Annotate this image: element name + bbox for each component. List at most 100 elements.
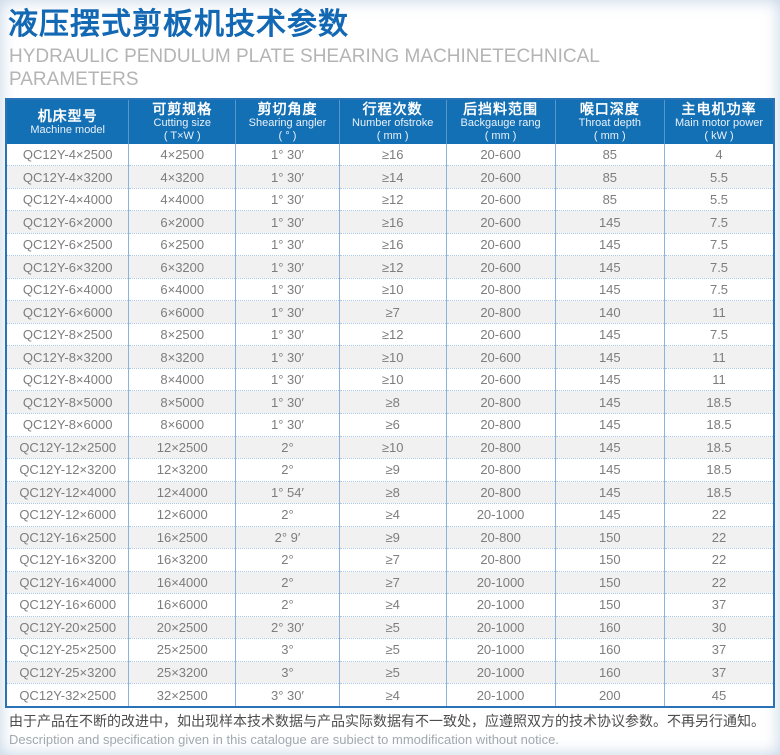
col-header-shearing-angle: 剪切角度 Shearing angler ( ° ) (235, 99, 340, 144)
table-row: QC12Y-20×2500 20×2500 2° 30′ ≥5 20-1000 160 30 (6, 616, 774, 640)
col-header-en: Shearing angler (248, 117, 327, 129)
col-header-en: Backgauge rang (460, 117, 541, 129)
table-row: QC12Y-25×3200 25×3200 3° ≥5 20-1000 160 37 (6, 661, 774, 685)
table-cell: ≥10 (339, 436, 447, 460)
table-cell: 8×4000 (128, 368, 237, 392)
table-cell: ≥7 (339, 548, 447, 572)
table-cell: 11 (664, 368, 774, 392)
table-cell: 3° (235, 661, 340, 685)
table-cell: 4×2500 (128, 144, 237, 167)
table-cell: 200 (555, 683, 666, 707)
table-cell: 8×5000 (128, 390, 237, 414)
table-cell: ≥4 (339, 683, 447, 707)
col-header-en: Cutting size (153, 117, 211, 129)
table-cell: 150 (555, 571, 666, 595)
table-cell: 4 (664, 144, 774, 167)
footer-note-cn: 由于产品在不断的改进中，如出现样本技术数据与产品实际数据有不一致处，应遵照双方的… (9, 713, 765, 729)
table-cell: 140 (555, 300, 666, 324)
table-cell: ≥8 (339, 390, 447, 414)
table-cell: 20-600 (446, 255, 556, 279)
table-row: QC12Y-4×2500 4×2500 1° 30′ ≥16 20-600 85 4 (6, 144, 774, 167)
table-cell: QC12Y-8×6000 (6, 413, 130, 437)
table-cell: 37 (664, 593, 774, 617)
col-header-unit: ( kW ) (704, 130, 734, 142)
table-cell: 12×6000 (128, 503, 237, 527)
col-header-cn: 机床型号 (37, 107, 98, 124)
table-cell: 6×6000 (128, 300, 237, 324)
table-cell: 20×2500 (128, 616, 237, 640)
table-cell: ≥4 (339, 503, 447, 527)
table-cell: 7.5 (664, 210, 774, 234)
col-header-cn: 喉口深度 (579, 101, 640, 117)
table-cell: 22 (664, 571, 774, 595)
table-cell: ≥12 (339, 323, 447, 347)
col-header-backgauge-range: 后挡料范围 Backgauge rang ( mm ) (446, 99, 556, 144)
table-cell: 150 (555, 593, 666, 617)
table-cell: 145 (555, 210, 666, 234)
table-row: QC12Y-8×3200 8×3200 1° 30′ ≥10 20-600 145 11 (6, 345, 774, 369)
table-cell: 7.5 (664, 278, 774, 302)
table-cell: ≥8 (339, 481, 447, 505)
table-cell: 145 (555, 278, 666, 302)
table-row: QC12Y-12×6000 12×6000 2° ≥4 20-1000 145 22 (6, 503, 774, 527)
table-cell: 1° 30′ (235, 210, 340, 234)
col-header-unit: ( T×W ) (163, 130, 201, 142)
table-cell: 7.5 (664, 233, 774, 257)
table-cell: 145 (555, 345, 666, 369)
footer-note: 由于产品在不断的改进中，如出现样本技术数据与产品实际数据有不一致处，应遵照双方的… (5, 708, 775, 748)
table-cell: 20-600 (446, 210, 556, 234)
table-cell: 145 (555, 323, 666, 347)
table-cell: ≥5 (339, 661, 447, 685)
table-cell: 20-800 (446, 458, 556, 482)
table-cell: 16×4000 (128, 571, 237, 595)
table-cell: 145 (555, 458, 666, 482)
table-cell: ≥5 (339, 616, 447, 640)
table-row: QC12Y-8×5000 8×5000 1° 30′ ≥8 20-800 145 18.5 (6, 390, 774, 414)
table-cell: 145 (555, 436, 666, 460)
table-row: QC12Y-8×2500 8×2500 1° 30′ ≥12 20-600 145 7.5 (6, 323, 774, 347)
table-row: QC12Y-12×3200 12×3200 2° ≥9 20-800 145 18.5 (6, 458, 774, 482)
table-cell: 32×2500 (128, 683, 237, 707)
table-cell: ≥14 (339, 165, 447, 189)
table-cell: 1° 30′ (235, 413, 340, 437)
table-row: QC12Y-6×2000 6×2000 1° 30′ ≥16 20-600 145 7.5 (6, 210, 774, 234)
table-cell: ≥12 (339, 188, 447, 212)
table-cell: 16×2500 (128, 526, 237, 550)
table-cell: 20-800 (446, 548, 556, 572)
table-cell: 25×2500 (128, 638, 237, 662)
table-cell: QC12Y-16×2500 (6, 526, 130, 550)
table-row: QC12Y-8×6000 8×6000 1° 30′ ≥6 20-800 145 18.5 (6, 413, 774, 437)
table-cell: 8×6000 (128, 413, 237, 437)
table-cell: 11 (664, 300, 774, 324)
table-cell: 30 (664, 616, 774, 640)
table-cell: ≥6 (339, 413, 447, 437)
table-row: QC12Y-6×4000 6×4000 1° 30′ ≥10 20-800 145 7.5 (6, 278, 774, 302)
table-cell: QC12Y-16×3200 (6, 548, 130, 572)
table-cell: 2° (235, 593, 340, 617)
table-cell: 20-1000 (446, 661, 556, 685)
table-cell: QC12Y-32×2500 (6, 683, 130, 707)
table-cell: 2° (235, 571, 340, 595)
table-cell: 8×3200 (128, 345, 237, 369)
table-cell: 5.5 (664, 165, 774, 189)
table-cell: ≥16 (339, 144, 447, 167)
table-cell: ≥9 (339, 526, 447, 550)
col-header-cn: 行程次数 (362, 101, 423, 117)
table-cell: 145 (555, 255, 666, 279)
table-cell: 37 (664, 638, 774, 662)
table-row: QC12Y-32×2500 32×2500 3° 30′ ≥4 20-1000 200 45 (6, 683, 774, 707)
table-row: QC12Y-8×4000 8×4000 1° 30′ ≥10 20-600 145 11 (6, 368, 774, 392)
table-cell: 160 (555, 616, 666, 640)
col-header-cn: 后挡料范围 (463, 101, 539, 117)
table-cell: 85 (555, 144, 666, 167)
table-cell: 6×4000 (128, 278, 237, 302)
table-cell: ≥10 (339, 368, 447, 392)
table-cell: 2° 9′ (235, 526, 340, 550)
table-cell: 20-600 (446, 323, 556, 347)
table-cell: 37 (664, 661, 774, 685)
table-cell: QC12Y-4×4000 (6, 188, 130, 212)
table-cell: 145 (555, 390, 666, 414)
table-cell: QC12Y-12×4000 (6, 481, 130, 505)
table-cell: 2° (235, 436, 340, 460)
table-cell: 4×3200 (128, 165, 237, 189)
